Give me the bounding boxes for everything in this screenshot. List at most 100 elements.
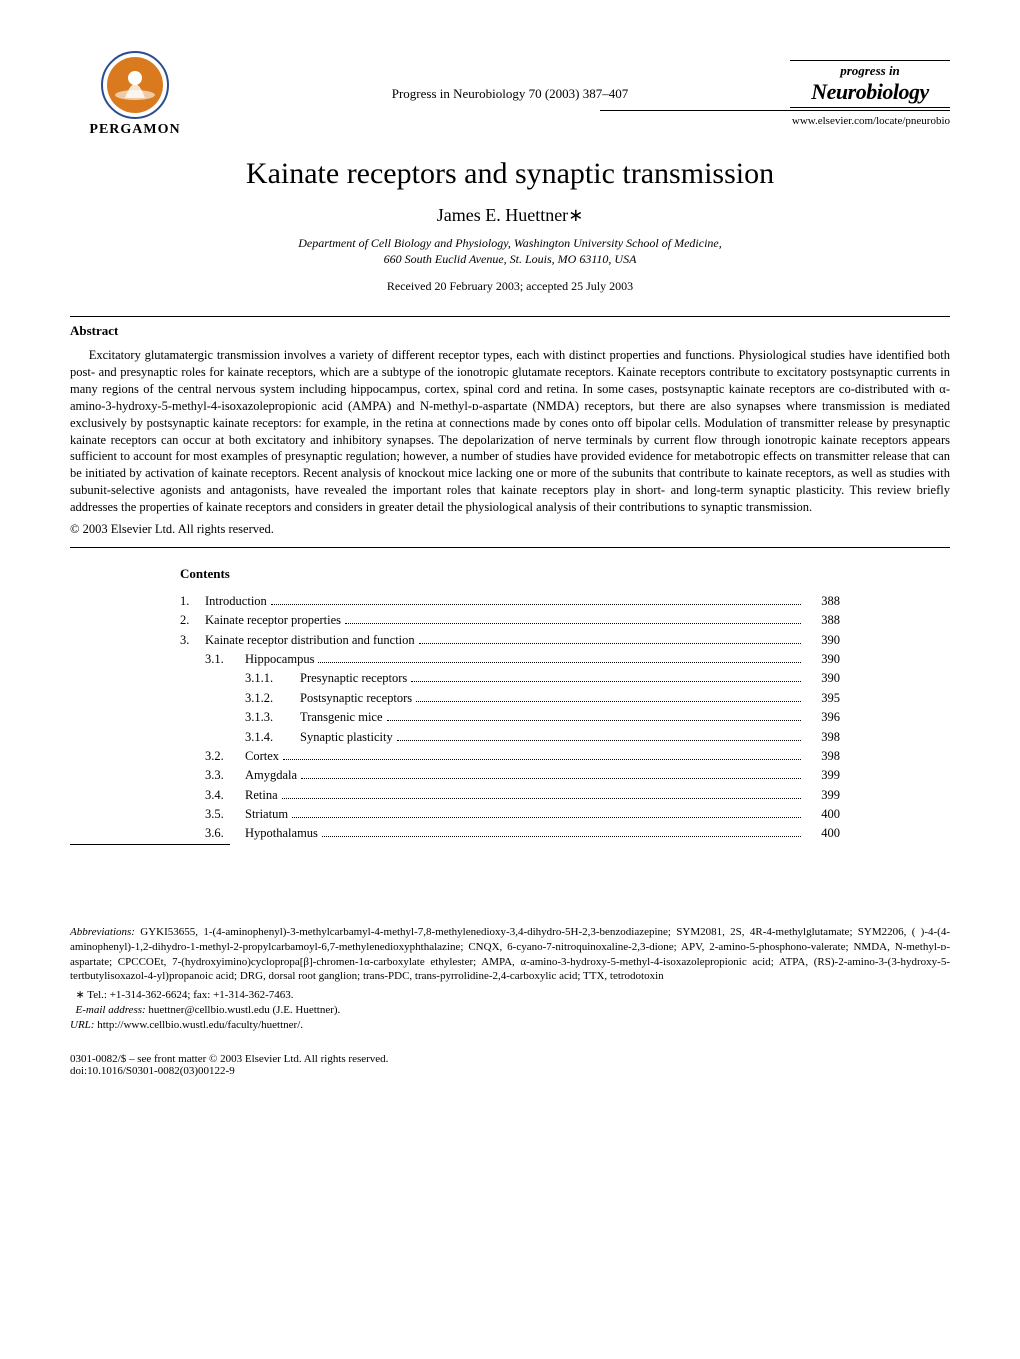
contents-number: 3.3. [205, 766, 245, 785]
publisher-name: PERGAMON [89, 122, 180, 138]
footer: 0301-0082/$ – see front matter © 2003 El… [70, 1053, 950, 1077]
dot-leader [322, 836, 801, 837]
contents-label: Introduction [205, 592, 267, 611]
received-dates: Received 20 February 2003; accepted 25 J… [70, 279, 950, 294]
contents-label: Amygdala [245, 766, 297, 785]
contents-number: 3.6. [205, 824, 245, 843]
copyright-line: © 2003 Elsevier Ltd. All rights reserved… [70, 522, 950, 537]
url-value: http://www.cellbio.wustl.edu/faculty/hue… [94, 1019, 303, 1031]
website-url: www.elsevier.com/locate/pneurobio [70, 115, 950, 127]
dot-leader [301, 778, 801, 779]
contents-row: 3.2.Cortex 398 [180, 747, 840, 766]
contents-number: 3.1.3. [245, 708, 300, 727]
contents-number: 1. [180, 592, 205, 611]
publisher-logo: PERGAMON [70, 50, 200, 138]
contents-row: 1.Introduction 388 [180, 592, 840, 611]
dot-leader [282, 798, 801, 799]
contents-page: 388 [805, 592, 840, 611]
contents-row: 3.4.Retina 399 [180, 786, 840, 805]
contents-number: 3. [180, 631, 205, 650]
journal-logo: progress in Neurobiology [790, 60, 950, 108]
contents-number: 3.2. [205, 747, 245, 766]
footer-line1: 0301-0082/$ – see front matter © 2003 El… [70, 1053, 950, 1065]
affiliation-line1: Department of Cell Biology and Physiolog… [298, 236, 722, 250]
contents-page: 390 [805, 650, 840, 669]
author-name: James E. Huettner∗ [70, 205, 950, 226]
journal-logo-top: progress in [790, 63, 950, 79]
contents-row: 3.Kainate receptor distribution and func… [180, 631, 840, 650]
contents-page: 398 [805, 728, 840, 747]
dot-leader [419, 643, 801, 644]
contents-label: Presynaptic receptors [300, 669, 407, 688]
contents-number: 3.1.2. [245, 689, 300, 708]
contents-label: Striatum [245, 805, 288, 824]
contents-number: 2. [180, 611, 205, 630]
contents-label: Hippocampus [245, 650, 314, 669]
contents-page: 400 [805, 805, 840, 824]
footnote-url-row: URL: http://www.cellbio.wustl.edu/facult… [70, 1018, 950, 1033]
contents-row: 2.Kainate receptor properties 388 [180, 611, 840, 630]
contents-row: 3.1.Hippocampus 390 [180, 650, 840, 669]
dot-leader [387, 720, 801, 721]
abstract-body: Excitatory glutamatergic transmission in… [70, 347, 950, 516]
author-sup: ∗ [568, 205, 583, 225]
contents-label: Transgenic mice [300, 708, 383, 727]
footnote-rule [70, 844, 230, 845]
contents-page: 390 [805, 631, 840, 650]
contents-page: 399 [805, 786, 840, 805]
dot-leader [318, 662, 801, 663]
contents-label: Synaptic plasticity [300, 728, 393, 747]
contents-page: 398 [805, 747, 840, 766]
affiliation: Department of Cell Biology and Physiolog… [70, 236, 950, 267]
contents-label: Kainate receptor properties [205, 611, 341, 630]
contents-label: Retina [245, 786, 278, 805]
dot-leader [411, 681, 801, 682]
divider [70, 316, 950, 317]
pergamon-icon [100, 50, 170, 120]
contents-page: 400 [805, 824, 840, 843]
contents-page: 399 [805, 766, 840, 785]
contents-number: 3.1.4. [245, 728, 300, 747]
contents-page: 396 [805, 708, 840, 727]
footnote-tel: ∗ Tel.: +1-314-362-6624; fax: +1-314-362… [70, 988, 950, 1003]
email-label: E-mail address: [76, 1004, 146, 1016]
footnote-email-row: E-mail address: huettner@cellbio.wustl.e… [70, 1003, 950, 1018]
divider [70, 547, 950, 548]
contents-number: 3.1. [205, 650, 245, 669]
contents-row: 3.1.3.Transgenic mice 396 [180, 708, 840, 727]
article-title: Kainate receptors and synaptic transmiss… [70, 157, 950, 191]
contents-row: 3.1.1.Presynaptic receptors 390 [180, 669, 840, 688]
dot-leader [397, 740, 801, 741]
contents-row: 3.5.Striatum 400 [180, 805, 840, 824]
abbrev-label: Abbreviations: [70, 926, 135, 938]
header-rule [600, 110, 950, 111]
contents-heading: Contents [180, 566, 950, 582]
contents-number: 3.5. [205, 805, 245, 824]
abbrev-body: GYKI53655, 1-(4-aminophenyl)-3-methylcar… [70, 926, 950, 983]
contents-row: 3.1.4.Synaptic plasticity 398 [180, 728, 840, 747]
contents-page: 388 [805, 611, 840, 630]
contents-label: Kainate receptor distribution and functi… [205, 631, 415, 650]
contents-row: 3.6.Hypothalamus 400 [180, 824, 840, 843]
contents-row: 3.1.2.Postsynaptic receptors 395 [180, 689, 840, 708]
dot-leader [416, 701, 801, 702]
dot-leader [345, 623, 801, 624]
contents-page: 390 [805, 669, 840, 688]
contents-list: 1.Introduction3882.Kainate receptor prop… [180, 592, 840, 844]
journal-logo-bottom: Neurobiology [811, 79, 928, 104]
contents-label: Postsynaptic receptors [300, 689, 412, 708]
contents-label: Cortex [245, 747, 279, 766]
dot-leader [292, 817, 801, 818]
contents-page: 395 [805, 689, 840, 708]
abbreviations-block: Abbreviations: GYKI53655, 1-(4-aminophen… [70, 925, 950, 984]
dot-leader [271, 604, 801, 605]
dot-leader [283, 759, 801, 760]
contents-label: Hypothalamus [245, 824, 318, 843]
footer-line2: doi:10.1016/S0301-0082(03)00122-9 [70, 1065, 950, 1077]
contents-row: 3.3.Amygdala 399 [180, 766, 840, 785]
url-label: URL: [70, 1019, 94, 1031]
author-text: James E. Huettner [437, 205, 568, 225]
contents-number: 3.4. [205, 786, 245, 805]
contents-number: 3.1.1. [245, 669, 300, 688]
email-value: huettner@cellbio.wustl.edu (J.E. Huettne… [146, 1004, 341, 1016]
